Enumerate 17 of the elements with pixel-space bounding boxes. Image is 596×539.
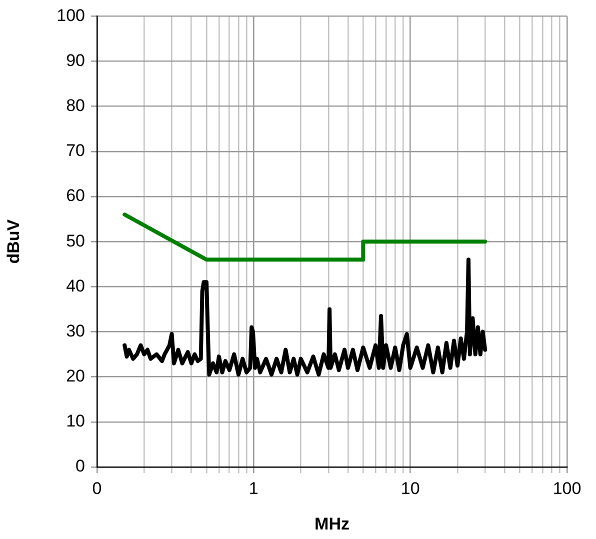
y-axis-title: dBuV [4,218,23,264]
y-tick-label: 100 [56,6,85,25]
y-tick-label: 0 [76,456,85,476]
y-tick-label: 50 [66,231,85,250]
x-tick-label: 1 [248,478,258,498]
y-tick-label: 80 [66,96,85,116]
y-tick-label: 40 [66,276,85,296]
x-axis-title: MHz [314,514,350,534]
y-tick-label: 60 [66,186,85,206]
y-tick-label: 30 [66,321,85,340]
x-tick-label: 100 [552,478,582,498]
x-tick-label: 10 [400,478,420,498]
y-tick-label: 10 [66,412,85,431]
y-tick-label: 90 [66,50,85,70]
y-tick-label: 70 [66,141,85,160]
y-tick-label: 20 [66,366,85,386]
x-tick-label: 0 [92,478,102,498]
